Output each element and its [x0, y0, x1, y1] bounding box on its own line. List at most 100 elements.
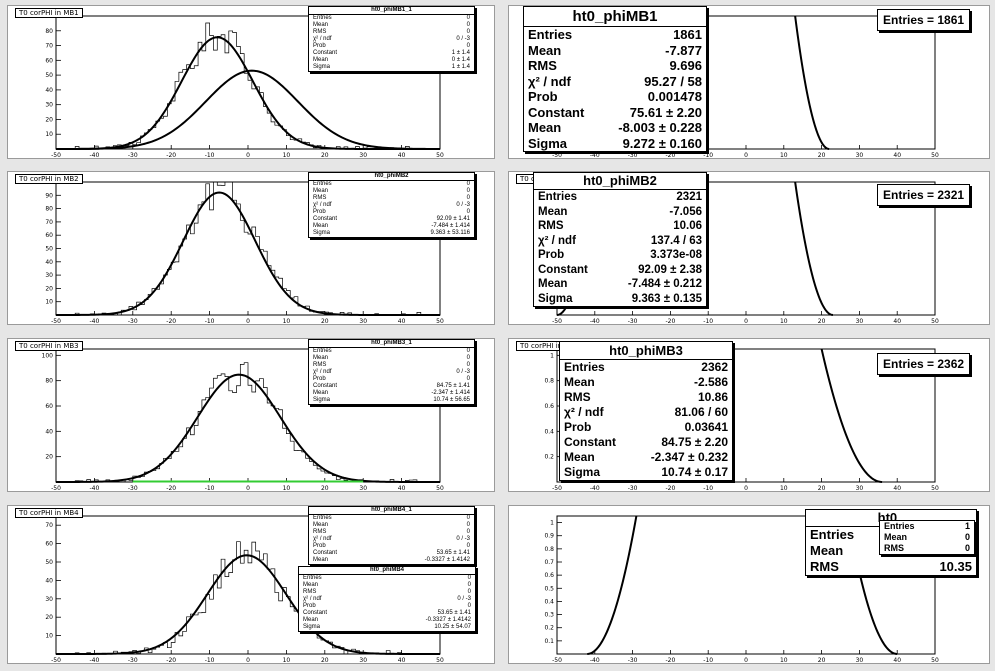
stats-box[interactable]: ht0_phiMB4_1 Entries 0 Mean 0 RMS 0 χ² / nd…	[308, 506, 475, 565]
pad-right-3[interactable]: -50 -40 -30 -20 -10 0 10 20 30 40 50 0.2 0.4 0.6 0.8 1 …	[508, 338, 990, 492]
x-tick-label: -20	[665, 152, 675, 159]
stats-value: 0	[466, 355, 470, 361]
stats-value: 137.4 / 63	[650, 234, 702, 247]
stats-value: 0	[466, 195, 470, 201]
x-tick-label: -20	[166, 657, 176, 664]
stats-value: 0	[466, 362, 470, 368]
stats-box-mini[interactable]: Entries 1 Mean 0 RMS 0	[879, 520, 975, 555]
x-tick-label: 0	[246, 485, 250, 492]
entries-box: Entries = 2362	[877, 353, 971, 375]
stats-row: Sigma 1 ± 1.4	[309, 64, 474, 71]
stats-value: 84.75 ± 2.20	[661, 435, 728, 449]
stats-box[interactable]: ht0_phiMB2 Entries 0 Mean 0 RMS 0 χ² / ndf 0…	[308, 172, 475, 238]
stats-key: Entries	[303, 575, 322, 581]
y-tick-label: 0.5	[544, 585, 554, 592]
stats-row: RMS 0	[309, 29, 474, 36]
stats-row: Prob 3.373e-08	[534, 248, 706, 263]
stats-row: Entries 0	[309, 515, 474, 522]
stats-key: Prob	[313, 43, 326, 49]
stats-row: χ² / ndf 81.06 / 60	[560, 405, 732, 420]
x-tick-label: -40	[590, 485, 600, 492]
stats-value: -7.484 ± 1.414	[431, 223, 470, 229]
stats-box[interactable]: ht0_phiMB3_1 Entries 0 Mean 0 RMS 0 χ² / nd…	[308, 339, 475, 405]
stats-key: Mean	[564, 450, 595, 464]
stats-box-secondary[interactable]: ht0_phiMB4 Entries 0 Mean 0 RMS 0 χ² / ndf 0…	[298, 566, 476, 632]
x-tick-label: 0	[744, 485, 748, 492]
stats-value: 9.696	[669, 58, 702, 73]
y-tick-label: 30	[45, 272, 53, 279]
pad-right-1[interactable]: -50 -40 -30 -20 -10 0 10 20 30 40 50 Entries = 186…	[508, 5, 990, 159]
stats-key: Constant	[528, 104, 585, 120]
y-tick-label: 0.1	[544, 638, 554, 645]
stats-value: 9.363 ± 0.135	[631, 292, 702, 305]
x-tick-label: 10	[283, 152, 291, 159]
x-tick-label: -30	[628, 485, 638, 492]
y-tick-label: 60	[45, 541, 53, 548]
stats-value: 10.74 ± 0.17	[661, 465, 728, 479]
stats-key: RMS	[884, 543, 904, 553]
stats-table: Entries 0 Mean 0 RMS 0 χ² / ndf 0 / -3 Prob 0…	[309, 15, 474, 71]
y-tick-label: 70	[45, 522, 53, 529]
x-tick-label: 30	[359, 657, 367, 664]
stats-key: Entries	[313, 181, 332, 187]
x-tick-label: 50	[931, 485, 939, 492]
y-tick-label: 0.6	[544, 572, 554, 579]
stats-row: Mean -0.3327 ± 1.4142	[309, 557, 474, 564]
stats-key: Entries	[313, 15, 332, 21]
x-tick-label: 20	[321, 657, 329, 664]
stats-key: Mean	[528, 120, 562, 135]
stats-row: Mean -7.877	[524, 43, 706, 59]
stats-key: Mean	[313, 355, 329, 361]
x-tick-label: -40	[590, 152, 600, 159]
x-tick-label: -50	[552, 485, 562, 492]
x-tick-label: 30	[359, 485, 367, 492]
x-tick-label: 10	[780, 152, 788, 159]
stats-box-title: ht0_phiMB1_1	[309, 7, 474, 15]
stats-key: RMS	[313, 362, 327, 368]
x-tick-label: -30	[128, 318, 138, 325]
pad-mb2[interactable]: -50 -40 -30 -20 -10 0 10 20 30 40 50 10 20 30 40 50 60 70…	[7, 171, 495, 325]
pad-right-4[interactable]: -50 -40 -30 -20 -10 0 10 20 30 40 50 0.1 0.2 0.3 0.4 0.…	[508, 505, 990, 664]
stats-value: 95.27 / 58	[644, 73, 702, 89]
stats-value: 92.09 ± 2.38	[638, 263, 702, 276]
stats-value: 2321	[676, 191, 702, 203]
stats-box[interactable]: ht0_phiMB1_1 Entries 0 Mean 0 RMS 0 χ² / nd…	[308, 6, 475, 72]
stats-table: Entries 1 Mean 0 RMS 0	[880, 521, 974, 554]
y-tick-label: 40	[45, 428, 53, 435]
x-tick-label: 20	[321, 318, 329, 325]
pad-mb3[interactable]: -50 -40 -30 -20 -10 0 10 20 30 40 50 20 40 60 80 100 T0…	[7, 338, 495, 492]
x-tick-label: -30	[628, 152, 638, 159]
stats-key: χ² / ndf	[313, 202, 332, 208]
stats-row: χ² / ndf 0 / -3	[309, 369, 474, 376]
y-tick-label: 40	[45, 87, 53, 94]
stats-key: χ² / ndf	[538, 234, 576, 247]
stats-key: Prob	[564, 420, 592, 434]
stats-row: χ² / ndf 0 / -3	[299, 596, 475, 603]
x-tick-label: 20	[818, 657, 826, 664]
stats-box-large[interactable]: ht0_phiMB3 Entries 2362 Mean -2.586 RMS 10.…	[559, 341, 733, 481]
stats-value: 0	[466, 543, 470, 549]
stats-value: 0	[466, 209, 470, 215]
stats-value: 0	[466, 181, 470, 187]
pad-mb4[interactable]: -50 -40 -30 -20 -10 0 10 20 30 40 50 10 20 30 40 50 60 70…	[7, 505, 495, 664]
stats-row: χ² / ndf 0 / -3	[309, 536, 474, 543]
stats-value: 0 / -3	[457, 596, 471, 602]
x-tick-label: 40	[893, 318, 901, 325]
stats-key: Entries	[313, 515, 332, 521]
x-tick-label: 10	[283, 485, 291, 492]
stats-value: 0	[467, 603, 471, 609]
pad-mb1[interactable]: -50 -40 -30 -20 -10 0 10 20 30 40 50 10 20 30 40 50 60 70…	[7, 5, 495, 159]
stats-row: Mean -7.056	[534, 205, 706, 220]
x-tick-label: 50	[931, 657, 939, 664]
pad-title: T0 corPHI in MB3	[15, 341, 83, 351]
x-tick-label: 10	[283, 657, 291, 664]
falling-edge-curve	[794, 181, 834, 316]
stats-box-large[interactable]: ht0_phiMB2 Entries 2321 Mean -7.056 RMS 10.…	[533, 172, 707, 307]
stats-key: Prob	[528, 89, 558, 104]
y-tick-label: 20	[45, 285, 53, 292]
stats-box-large[interactable]: ht0_phiMB1 Entries 1861 Mean -7.877 RMS 9.6…	[523, 6, 707, 152]
stats-value: 9.363 ± 53.116	[430, 230, 470, 236]
y-tick-label: 0.4	[544, 428, 554, 435]
stats-key: RMS	[538, 220, 564, 232]
